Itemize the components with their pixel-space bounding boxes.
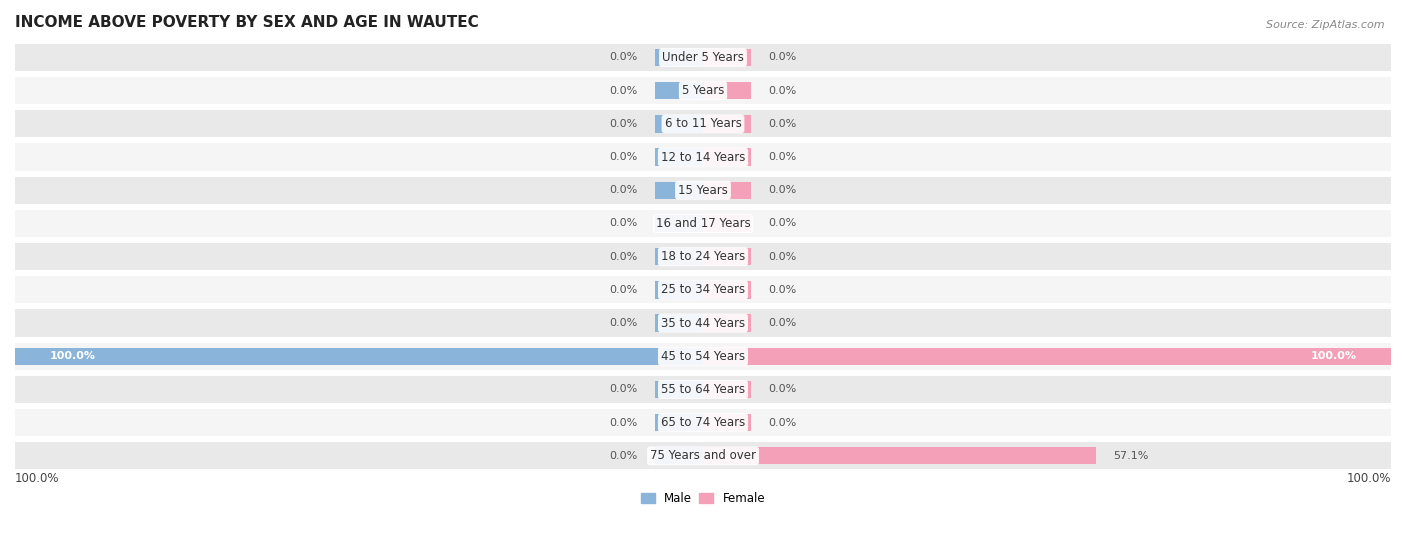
Bar — [15, 343, 1391, 370]
Bar — [703, 116, 751, 132]
Text: 45 to 54 Years: 45 to 54 Years — [661, 350, 745, 363]
Bar — [15, 409, 1391, 436]
Text: 100.0%: 100.0% — [49, 352, 96, 361]
Text: 55 to 64 Years: 55 to 64 Years — [661, 383, 745, 396]
Text: 0.0%: 0.0% — [768, 52, 797, 62]
Bar — [655, 381, 703, 398]
Bar — [703, 248, 751, 265]
Bar — [15, 276, 1391, 304]
Bar — [703, 82, 751, 99]
Text: 0.0%: 0.0% — [768, 318, 797, 328]
Bar — [655, 414, 703, 431]
Text: 0.0%: 0.0% — [609, 417, 638, 427]
Bar — [655, 49, 703, 66]
Text: 0.0%: 0.0% — [609, 384, 638, 395]
Bar — [15, 376, 1391, 403]
Text: 0.0%: 0.0% — [768, 219, 797, 228]
Text: 25 to 34 Years: 25 to 34 Years — [661, 283, 745, 296]
Text: 0.0%: 0.0% — [768, 119, 797, 129]
Bar — [703, 215, 751, 232]
Bar — [703, 414, 751, 431]
Text: 0.0%: 0.0% — [768, 252, 797, 262]
Text: 0.0%: 0.0% — [609, 318, 638, 328]
Text: 5 Years: 5 Years — [682, 84, 724, 97]
Text: 0.0%: 0.0% — [609, 152, 638, 162]
Bar — [15, 44, 1391, 71]
Text: 16 and 17 Years: 16 and 17 Years — [655, 217, 751, 230]
Bar — [703, 348, 1391, 365]
Bar — [703, 381, 751, 398]
Text: 0.0%: 0.0% — [609, 52, 638, 62]
Legend: Male, Female: Male, Female — [636, 487, 770, 509]
Bar — [655, 148, 703, 166]
Text: 18 to 24 Years: 18 to 24 Years — [661, 250, 745, 263]
Text: 0.0%: 0.0% — [609, 119, 638, 129]
Text: 0.0%: 0.0% — [609, 252, 638, 262]
Bar — [703, 281, 751, 299]
Text: 100.0%: 100.0% — [1310, 352, 1357, 361]
Text: 100.0%: 100.0% — [15, 473, 59, 485]
Text: 0.0%: 0.0% — [768, 185, 797, 195]
Text: 0.0%: 0.0% — [609, 219, 638, 228]
Bar — [655, 315, 703, 331]
Bar — [15, 177, 1391, 204]
Bar — [655, 248, 703, 265]
Text: 0.0%: 0.0% — [768, 285, 797, 295]
Bar — [655, 82, 703, 99]
Bar — [655, 281, 703, 299]
Text: 57.1%: 57.1% — [1114, 451, 1149, 461]
Text: 0.0%: 0.0% — [609, 451, 638, 461]
Text: 6 to 11 Years: 6 to 11 Years — [665, 117, 741, 131]
Text: 75 Years and over: 75 Years and over — [650, 449, 756, 463]
Bar — [15, 243, 1391, 270]
Bar — [15, 442, 1391, 469]
Bar — [703, 315, 751, 331]
Bar — [15, 348, 703, 365]
Text: 0.0%: 0.0% — [768, 86, 797, 95]
Bar — [655, 447, 703, 464]
Bar — [15, 143, 1391, 171]
Text: INCOME ABOVE POVERTY BY SEX AND AGE IN WAUTEC: INCOME ABOVE POVERTY BY SEX AND AGE IN W… — [15, 15, 479, 30]
Text: 35 to 44 Years: 35 to 44 Years — [661, 316, 745, 330]
Text: 0.0%: 0.0% — [768, 152, 797, 162]
Bar — [655, 182, 703, 199]
Text: Under 5 Years: Under 5 Years — [662, 51, 744, 64]
Bar — [15, 310, 1391, 336]
Text: 0.0%: 0.0% — [609, 285, 638, 295]
Bar — [15, 110, 1391, 137]
Text: 12 to 14 Years: 12 to 14 Years — [661, 151, 745, 163]
Text: 0.0%: 0.0% — [768, 384, 797, 395]
Bar — [15, 77, 1391, 104]
Bar — [703, 148, 751, 166]
Bar — [655, 116, 703, 132]
Bar — [15, 210, 1391, 237]
Text: 65 to 74 Years: 65 to 74 Years — [661, 416, 745, 429]
Text: 15 Years: 15 Years — [678, 184, 728, 197]
Text: 100.0%: 100.0% — [1347, 473, 1391, 485]
Text: 0.0%: 0.0% — [768, 417, 797, 427]
Bar — [703, 49, 751, 66]
Text: Source: ZipAtlas.com: Source: ZipAtlas.com — [1267, 20, 1385, 30]
Text: 0.0%: 0.0% — [609, 86, 638, 95]
Bar — [655, 215, 703, 232]
Bar — [703, 182, 751, 199]
Text: 0.0%: 0.0% — [609, 185, 638, 195]
Bar — [703, 447, 1095, 464]
